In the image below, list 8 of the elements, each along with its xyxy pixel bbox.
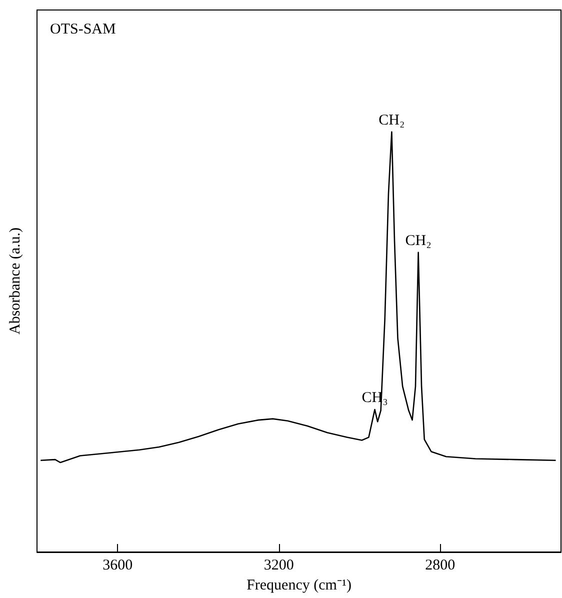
text: OTS-SAM: [50, 22, 116, 38]
y-axis-title: Absorbance (a.u.): [8, 227, 24, 335]
annotation: CH₂: [405, 232, 432, 249]
x-tick-label: 2800: [425, 558, 456, 574]
x-axis-title: Frequency (cm⁻¹): [246, 578, 352, 594]
x-tick-label: 3200: [264, 558, 294, 574]
x-tick-label: 3600: [102, 558, 133, 574]
annotation: CH₂: [378, 112, 405, 128]
